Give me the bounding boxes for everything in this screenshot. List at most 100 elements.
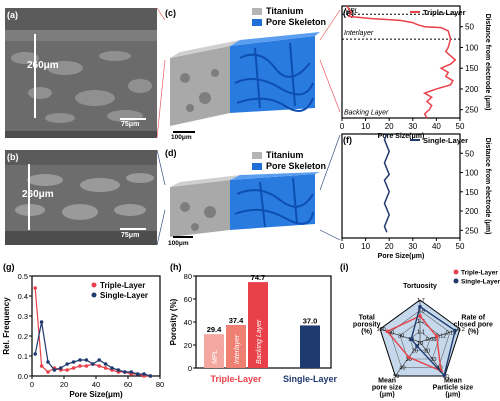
y-tick-label: 100 (465, 43, 479, 52)
legend-label: Single-Layer (100, 291, 148, 300)
radar-axis-label: (%) (361, 329, 372, 336)
y-axis-label: Rel. Frequency (2, 297, 11, 355)
panel-label-i: (i) (340, 262, 349, 272)
radar-grid (389, 310, 451, 368)
region-label-interlayer: Interlayer (344, 30, 374, 37)
radar-tick-label: 1.7 (417, 298, 425, 304)
radar-axis (419, 328, 461, 343)
data-point (33, 352, 37, 356)
bar-value-label: 37.0 (303, 316, 318, 325)
legend-swatch (453, 269, 459, 275)
radar-point (442, 373, 446, 378)
radar-axis-label: Particle size (433, 384, 474, 391)
sem-image-a (5, 8, 157, 138)
panel-label-g: (g) (3, 262, 15, 272)
series-line (34, 321, 151, 377)
legend-label: Single-Layer (423, 136, 468, 145)
bar-value-label: 29.4 (207, 325, 222, 334)
radar-tick-label: 50 (443, 374, 449, 380)
data-point (71, 360, 76, 364)
radar-tick-label: 100 (376, 327, 385, 333)
legend-swatch (91, 292, 97, 298)
radar-tick-label: 0.08 (426, 337, 437, 343)
x-tick-label: 40 (92, 380, 100, 389)
radar-axis-label: porosity (353, 322, 381, 329)
scalebar-a (120, 118, 146, 120)
radar-axis-label: (μm) (379, 391, 394, 398)
scalebar-b (120, 228, 146, 230)
legend-label-titanium-c: Titanium (266, 6, 304, 16)
x-axis-label: Pore Size(μm) (69, 390, 123, 399)
y-tick-label: 250 (465, 106, 479, 115)
data-point (65, 368, 69, 372)
radar-axis-label: Total (359, 315, 375, 322)
bar-value-label: 37.4 (229, 316, 244, 325)
panel-label-h: (h) (170, 262, 182, 272)
radar-axis (395, 341, 421, 377)
thickness-bracket-b (28, 164, 30, 230)
radar-point (409, 337, 414, 341)
panel-label-b: (b) (7, 152, 19, 162)
radar-series-line (410, 305, 456, 377)
x-tick-label: 30 (408, 242, 417, 251)
x-tick-label: 0 (340, 242, 345, 251)
radar-point (434, 334, 439, 339)
data-point (71, 366, 76, 370)
data-point (84, 358, 89, 362)
scalebar-label-c: 100μm (171, 134, 192, 141)
radar-tick-label: 20 (412, 348, 418, 354)
radar-axis-label: Mean (378, 377, 396, 384)
x-tick-label: 20 (385, 242, 394, 251)
radar-tick-label: 0.2 (457, 327, 465, 333)
radar-point (385, 329, 390, 334)
chart-i: 1.1 1.3 1.5 1.7 Tortuosity 0.080.120.160.2 Rat… (353, 269, 500, 398)
radar-axis-label: Tortuosity (403, 283, 437, 290)
radar-axis-label: (μm) (445, 391, 460, 398)
legend-swatch-titanium-d (252, 152, 262, 159)
y-axis-label: Distance from electrode (μm) (484, 138, 491, 235)
series-line (383, 133, 391, 233)
legend-label-pore-c: Pore Skeleton (266, 17, 327, 27)
radar-point (453, 328, 457, 333)
x-tick-label: 20 (385, 122, 394, 131)
thickness-label-b: 260μm (22, 189, 54, 200)
data-point (46, 360, 50, 364)
radar-tick-label: 30 (398, 334, 404, 340)
radar-axis-label: closed pore (454, 322, 493, 329)
radar-tick-label: 1.3 (417, 319, 425, 325)
data-point (59, 366, 63, 370)
legend-swatch-pore-d (252, 163, 262, 170)
bar-value-label: 74.7 (251, 273, 266, 282)
radar-point (407, 355, 411, 360)
y-tick-label: 20 (184, 341, 192, 350)
data-point (65, 362, 69, 366)
data-point (103, 362, 108, 366)
thickness-label-a: 260μm (27, 60, 59, 71)
radar-axis-label: Mean (444, 377, 462, 384)
legend-swatch (453, 278, 459, 284)
radar-grid (399, 320, 441, 360)
scalebar-label-a: 75μm (121, 121, 140, 128)
legend-label: Triple-Layer (423, 8, 466, 17)
x-tick-label: 50 (456, 242, 465, 251)
radar-axis-label: pore size (372, 384, 402, 391)
bar-category-label: MPL (212, 350, 219, 365)
data-point (135, 372, 140, 376)
group-label-triple: Triple-Layer (210, 374, 262, 384)
data-point (39, 320, 44, 324)
series-line (346, 5, 457, 119)
data-point (116, 368, 121, 372)
sem-texture-a (5, 8, 157, 138)
render-3d-triple (170, 32, 320, 133)
x-tick-label: 80 (156, 380, 164, 389)
radar-tick-label: 1.5 (417, 309, 425, 315)
data-point (78, 358, 82, 362)
legend-label: Single-Layer (461, 279, 500, 286)
x-axis-label: Pore Size(μm) (378, 253, 425, 260)
data-point (97, 364, 101, 368)
data-point (103, 366, 108, 370)
y-tick-label: 0 (188, 364, 192, 373)
radar-center-tick: 10 (417, 341, 423, 347)
